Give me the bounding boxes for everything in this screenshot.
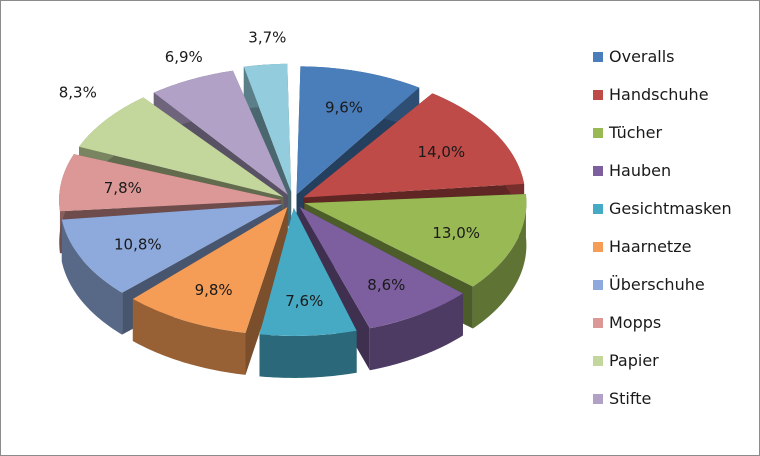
legend-label: Haarnetze bbox=[609, 237, 692, 256]
data-label-mopps: 7,8% bbox=[104, 179, 142, 197]
legend-label: Handschuhe bbox=[609, 85, 709, 104]
legend-swatch bbox=[593, 394, 603, 404]
pie-slice-sonstiges bbox=[243, 63, 292, 192]
legend-item-haarnetze: Haarnetze bbox=[593, 237, 732, 275]
pie-slice-t-cher bbox=[304, 193, 527, 287]
legend-swatch bbox=[593, 204, 603, 214]
legend: Overalls Handschuhe Tücher Hauben Gesichtmas… bbox=[593, 47, 732, 427]
pie-slice-handschuhe bbox=[303, 93, 525, 198]
pie-chart: 9,6% 14,0% 13,0% 8,6% 7,6% 9,8% 10,8% 7,8% 8,3% 6… bbox=[59, 28, 527, 378]
legend-swatch bbox=[593, 128, 603, 138]
data-label-hauben: 8,6% bbox=[367, 276, 405, 294]
legend-label: Overalls bbox=[609, 47, 675, 66]
legend-swatch bbox=[593, 280, 603, 290]
legend-label: Gesichtmasken bbox=[609, 199, 732, 218]
legend-label: Mopps bbox=[609, 313, 662, 332]
pie-slice-hauben bbox=[299, 206, 463, 329]
legend-item-mopps: Mopps bbox=[593, 313, 732, 351]
data-label-berschuhe: 10,8% bbox=[114, 236, 162, 254]
pie-slice-wall-hauben bbox=[369, 293, 463, 371]
legend-swatch bbox=[593, 52, 603, 62]
data-label-overalls: 9,6% bbox=[325, 98, 363, 116]
pie-slice-wall-haarnetze bbox=[132, 299, 246, 375]
data-label-papier: 8,3% bbox=[59, 84, 97, 102]
data-label-stifte: 6,9% bbox=[165, 48, 203, 66]
pie-slice-haarnetze bbox=[132, 207, 288, 333]
legend-item-t-cher: Tücher bbox=[593, 123, 732, 161]
legend-item-hauben: Hauben bbox=[593, 161, 732, 199]
legend-item-berschuhe: Überschuhe bbox=[593, 275, 732, 313]
pie-slice-wall-gesichtmasken bbox=[259, 330, 357, 378]
data-label-t-cher: 13,0% bbox=[432, 224, 480, 242]
pie-slice-mopps bbox=[59, 154, 282, 212]
legend-label: Hauben bbox=[609, 161, 672, 180]
pie-slice-gesichtmasken bbox=[259, 207, 357, 336]
data-label-gesichtmasken: 7,6% bbox=[285, 292, 323, 310]
legend-item-overalls: Overalls bbox=[593, 47, 732, 85]
data-label-sonstiges: 3,7% bbox=[248, 28, 286, 46]
data-label-handschuhe: 14,0% bbox=[418, 143, 466, 161]
pie-slice-wall-berschuhe bbox=[61, 219, 123, 335]
legend-swatch bbox=[593, 166, 603, 176]
legend-item-papier: Papier bbox=[593, 351, 732, 389]
legend-label: Papier bbox=[609, 351, 659, 370]
legend-label: Überschuhe bbox=[609, 275, 705, 294]
pie-slice-papier bbox=[79, 97, 284, 197]
legend-item-gesichtmasken: Gesichtmasken bbox=[593, 199, 732, 237]
legend-swatch bbox=[593, 242, 603, 252]
legend-swatch bbox=[593, 356, 603, 366]
legend-label: Stifte bbox=[609, 389, 652, 408]
legend-swatch bbox=[593, 318, 603, 328]
legend-label: Tücher bbox=[609, 123, 663, 142]
data-label-haarnetze: 9,8% bbox=[195, 281, 233, 299]
pie-slice-overalls bbox=[296, 66, 420, 195]
legend-swatch bbox=[593, 90, 603, 100]
pie-slice-wall-t-cher bbox=[472, 193, 527, 329]
legend-item-handschuhe: Handschuhe bbox=[593, 85, 732, 123]
pie-slice-stifte bbox=[153, 70, 288, 195]
legend-item-stifte: Stifte bbox=[593, 389, 732, 427]
pie-slice-berschuhe bbox=[61, 203, 283, 293]
